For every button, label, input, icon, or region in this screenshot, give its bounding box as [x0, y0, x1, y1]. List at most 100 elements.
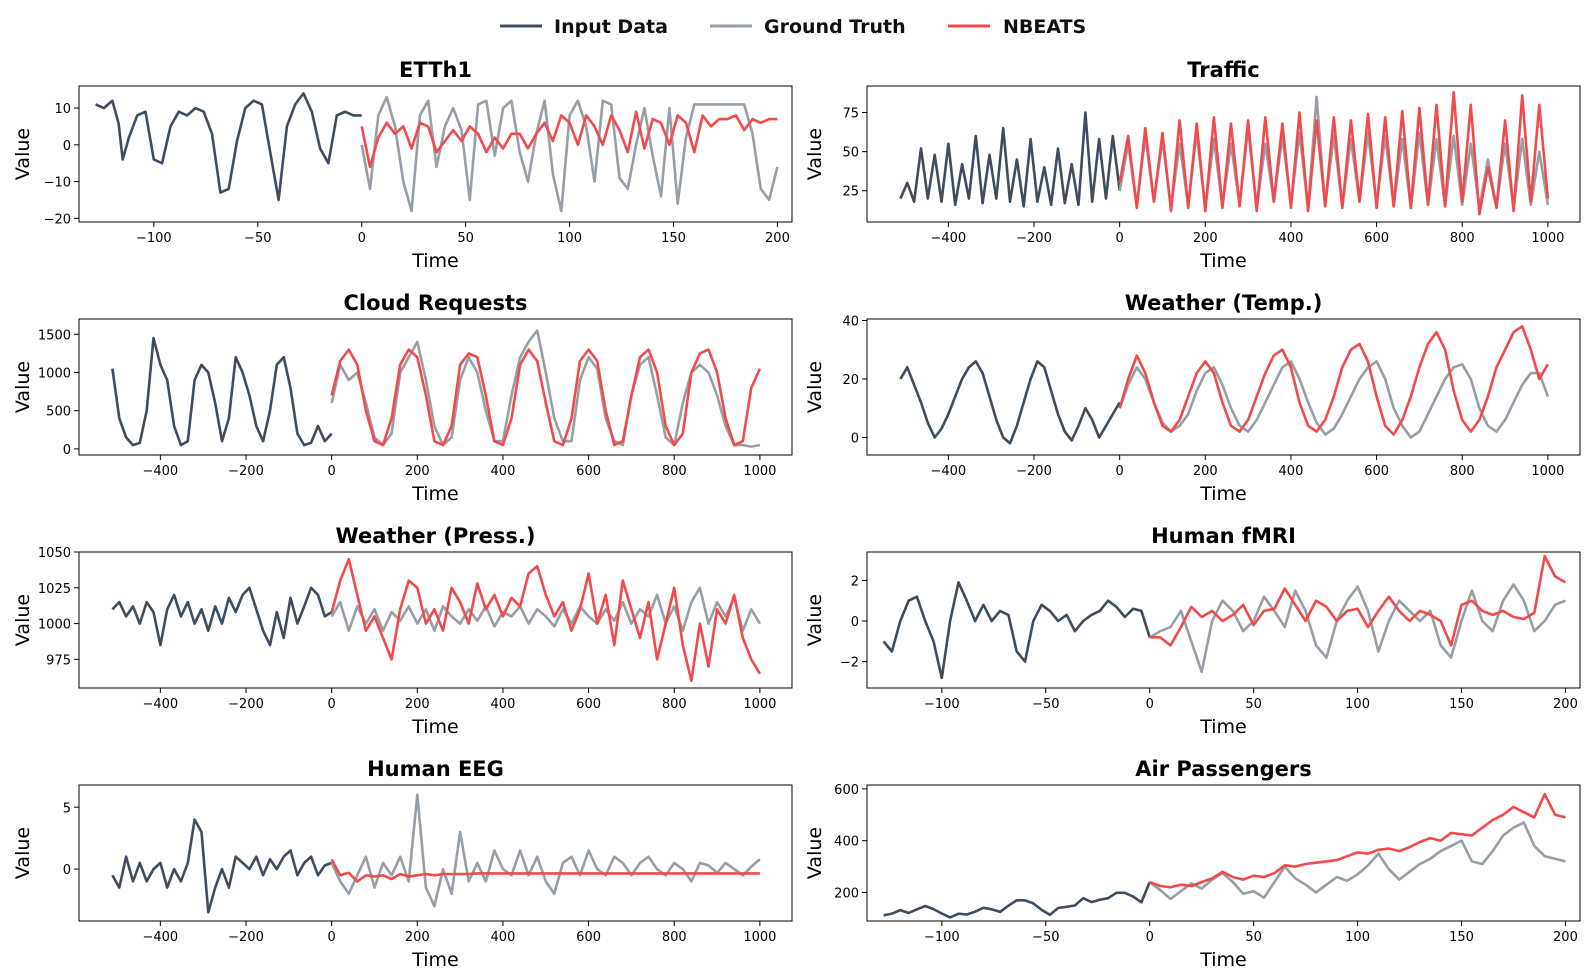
x-tick-label: 0: [328, 930, 336, 945]
x-tick-label: −200: [228, 697, 264, 712]
plot-frame: [866, 318, 1581, 456]
x-tick-label: 800: [662, 697, 687, 712]
x-axis-label: Time: [411, 949, 459, 971]
x-axis-label: Time: [1199, 716, 1247, 738]
panel-title: ETTh1: [399, 58, 472, 82]
series-line-nbeats: [1118, 91, 1550, 216]
y-tick-label: 1000: [38, 618, 71, 633]
x-tick-label: 200: [405, 697, 430, 712]
y-tick-label: 0: [851, 431, 859, 446]
panel-cloud-requests: Cloud Requests −400 −200 0 200 400 600 800 1000 0…: [12, 291, 793, 505]
panel-traffic: Traffic −400 −200 0 200 400 600 800 1000 25 50 75 Ti…: [804, 58, 1581, 272]
series-group: [883, 792, 1566, 919]
y-tick-label: −2: [840, 656, 859, 671]
x-tick-label: 200: [1553, 930, 1578, 945]
x-tick-label: 1000: [1531, 464, 1564, 479]
x-tick-label: 800: [1450, 231, 1475, 246]
plot-frame: [866, 85, 1581, 223]
x-axis-label: Time: [1199, 483, 1247, 505]
x-axis-label: Time: [411, 250, 459, 272]
chart-panels: ETTh1−100 −50 0 50 100 150 200−20−10010TimeVal…: [12, 58, 1581, 971]
y-tick-label: 400: [834, 835, 859, 850]
x-tick-label: −50: [244, 231, 271, 246]
x-tick-label: −400: [931, 464, 967, 479]
series-line-nbeats: [330, 858, 760, 883]
panel-title: Weather (Press.): [336, 524, 536, 548]
plot-frame: [78, 784, 793, 922]
panel-title: Human fMRI: [1151, 524, 1296, 548]
x-tick-label: −400: [143, 697, 179, 712]
plot-frame: [866, 551, 1581, 689]
panel-air-passengers: Air Passengers −100 −50 0 50 100 150 200 200 400 6…: [804, 757, 1581, 971]
x-tick-label: 150: [661, 231, 686, 246]
y-axis-label: Value: [804, 827, 826, 879]
x-tick-label: 1000: [743, 464, 776, 479]
series-line-ground-truth: [1148, 821, 1566, 901]
x-tick-label: 200: [1553, 697, 1578, 712]
x-tick-label: 400: [491, 697, 516, 712]
series-group: [882, 554, 1567, 680]
x-tick-label: −50: [1032, 697, 1059, 712]
x-tick-label: 150: [1449, 697, 1474, 712]
x-tick-label: 50: [1245, 697, 1262, 712]
x-tick-label: 200: [1193, 464, 1218, 479]
x-tick-label: 0: [1116, 464, 1124, 479]
x-tick-label: 100: [1345, 930, 1370, 945]
panel-weather-temp: Weather (Temp.)−400 −200 0 200 400 600 800 1000…: [804, 291, 1581, 505]
y-tick-label: 75: [842, 107, 859, 122]
panel-title: Traffic: [1187, 58, 1259, 82]
y-axis-label: Value: [12, 128, 34, 180]
x-tick-label: 600: [576, 930, 601, 945]
panel-human-fmri: Human fMRI −100 −50 0 50 100 150 200 −2 0 2 Time Val…: [804, 524, 1581, 738]
x-tick-label: 0: [328, 464, 336, 479]
series-group: [95, 92, 779, 213]
x-tick-label: −400: [143, 930, 179, 945]
legend-label: Input Data: [554, 16, 668, 38]
x-tick-label: 600: [1364, 231, 1389, 246]
series-line-input-data: [899, 360, 1121, 445]
series-line-ground-truth: [360, 95, 779, 213]
y-tick-label: 0: [63, 443, 71, 458]
y-axis-label: Value: [804, 361, 826, 413]
y-tick-label: 1025: [38, 582, 71, 597]
plot-frame: [78, 551, 793, 689]
y-tick-label: 600: [834, 783, 859, 798]
x-axis-label: Time: [1199, 949, 1247, 971]
x-tick-label: −200: [1016, 231, 1052, 246]
x-tick-label: 800: [1450, 464, 1475, 479]
x-tick-label: 600: [576, 697, 601, 712]
x-tick-label: −400: [143, 464, 179, 479]
x-tick-label: 1000: [1531, 231, 1564, 246]
y-tick-label: −20: [44, 212, 71, 227]
series-line-ground-truth: [330, 586, 762, 633]
series-line-ground-truth: [330, 329, 761, 448]
series-line-nbeats: [330, 557, 762, 683]
x-axis-label: Time: [411, 483, 459, 505]
y-tick-label: 975: [46, 653, 71, 668]
y-axis-label: Value: [12, 594, 34, 646]
y-tick-label: 200: [834, 887, 859, 902]
legend-label: Ground Truth: [764, 16, 906, 38]
series-line-nbeats: [360, 110, 778, 169]
y-tick-label: 500: [46, 405, 71, 420]
x-tick-label: −400: [931, 231, 967, 246]
series-line-nbeats: [1149, 792, 1566, 889]
y-tick-label: 10: [54, 102, 71, 117]
x-tick-label: 1000: [743, 930, 776, 945]
plot-frame: [78, 318, 793, 456]
series-line-input-data: [882, 581, 1151, 680]
panel-human-eeg: Human EEG −400 −200 0 200 400 600 800 1000 0 5 Time…: [12, 757, 793, 971]
y-axis-label: Value: [12, 361, 34, 413]
x-tick-label: 100: [1345, 697, 1370, 712]
series-line-input-data: [111, 818, 333, 914]
series-line-nbeats: [330, 348, 762, 447]
series-line-input-data: [95, 92, 362, 202]
legend-item-input-data: Input Data: [500, 16, 668, 38]
panel-title: Human EEG: [367, 757, 504, 781]
plot-frame: [866, 784, 1581, 922]
x-tick-label: −200: [228, 930, 264, 945]
series-line-input-data: [111, 586, 333, 647]
y-tick-label: 2: [851, 574, 859, 589]
series-group: [111, 793, 761, 914]
y-tick-label: 40: [842, 314, 859, 329]
